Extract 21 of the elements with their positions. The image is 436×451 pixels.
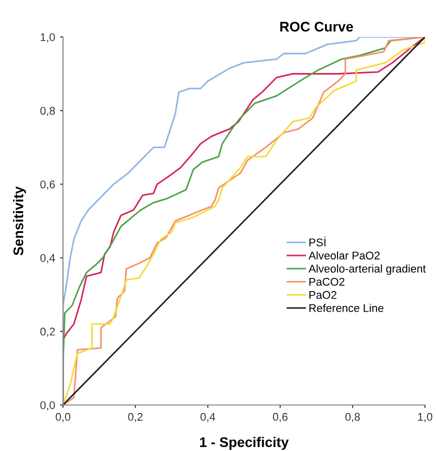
y-tick-label: 0,0 bbox=[40, 401, 55, 410]
y-tick-label: 0,6 bbox=[40, 180, 55, 190]
legend-label: PaO2 bbox=[309, 291, 336, 299]
legend-label: Alveolar PaO2 bbox=[308, 251, 380, 260]
y-tick-label: 0,8 bbox=[40, 106, 55, 116]
legend-label: Alveolo-arterial gradient bbox=[308, 264, 426, 275]
x-tick-label: 0,2 bbox=[128, 412, 143, 422]
x-tick-label: 0,4 bbox=[200, 412, 216, 422]
y-tick-label: 0,4 bbox=[40, 254, 56, 264]
y-tick-label: 1,0 bbox=[40, 33, 55, 42]
y-axis-title: Sensitivity bbox=[13, 186, 26, 256]
chart-title: ROC Curve bbox=[280, 22, 353, 32]
x-tick-label: 1,0 bbox=[418, 412, 432, 422]
legend-label: PaCO2 bbox=[309, 278, 344, 286]
x-tick-label: 0,8 bbox=[345, 412, 360, 422]
y-tick-label: 0,2 bbox=[40, 328, 55, 337]
legend-label: Reference Line bbox=[309, 304, 384, 312]
x-tick-label: 0,6 bbox=[272, 412, 288, 422]
x-axis-title: 1 - Specificity bbox=[200, 436, 289, 450]
x-tick-label: 0,0 bbox=[56, 412, 70, 422]
legend-label: PSİ bbox=[309, 236, 326, 246]
